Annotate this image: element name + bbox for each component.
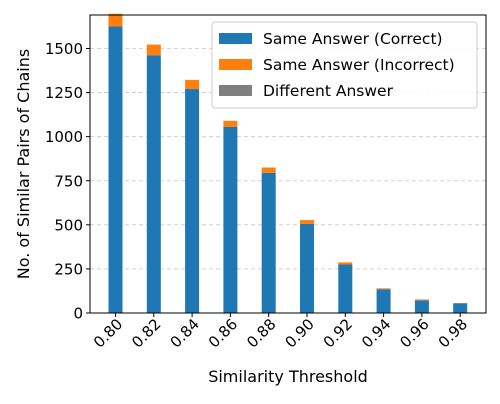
bar-segment-series-0-cat-3 [223,127,237,313]
y-tick-label: 750 [54,172,83,190]
bar-segment-series-1-cat-6 [338,262,352,264]
y-axis: 0 250 500 750 1000 1250 1500 [45,40,90,322]
x-tick-label: 0.86 [205,315,241,351]
x-tick-label: 0.88 [243,315,279,351]
bar-segment-series-1-cat-4 [262,168,276,173]
x-tick-label: 0.96 [396,315,432,351]
y-axis-label: No. of Similar Pairs of Chains [14,49,33,279]
bar-segment-series-0-cat-5 [300,224,314,313]
bar-segment-series-1-cat-1 [147,45,161,56]
bar-segment-series-0-cat-6 [338,265,352,313]
bar-segment-series-0-cat-4 [262,173,276,313]
y-tick-label: 0 [73,305,83,323]
bar-segment-series-1-cat-5 [300,220,314,224]
y-tick-label: 1500 [45,40,83,58]
y-tick-label: 1250 [45,84,83,102]
bar-segment-series-0-cat-2 [185,89,199,313]
y-tick-label: 1000 [45,128,83,146]
x-tick-label: 0.92 [320,315,356,351]
bar-segment-series-0-cat-1 [147,55,161,313]
bar-segment-series-0-cat-7 [377,289,391,313]
legend-label: Different Answer [263,82,394,100]
x-tick-label: 0.90 [281,315,317,351]
bar-segment-series-0-cat-9 [453,303,467,313]
x-tick-label: 0.82 [128,315,164,351]
x-axis-label: Similarity Threshold [208,367,368,386]
legend-swatch [219,85,252,96]
legend-label: Same Answer (Incorrect) [263,56,455,74]
x-tick-label: 0.80 [90,315,126,351]
bar-segment-series-0-cat-8 [415,300,429,313]
bar-segment-series-1-cat-8 [415,299,429,300]
x-tick-label: 0.84 [167,315,203,351]
bar-segment-series-1-cat-3 [223,121,237,127]
bar-segment-series-1-cat-0 [109,14,123,27]
y-tick-label: 250 [54,260,83,278]
x-tick-label: 0.98 [435,315,471,351]
y-tick-label: 500 [54,216,83,234]
legend: Same Answer (Correct) Same Answer (Incorr… [212,22,477,108]
x-tick-label: 0.94 [358,315,394,351]
bar-segment-series-1-cat-2 [185,80,199,89]
legend-swatch [219,59,252,70]
bar-segment-series-1-cat-7 [377,288,391,289]
legend-label: Same Answer (Correct) [263,30,443,48]
legend-swatch [219,33,252,44]
bar-segment-series-0-cat-0 [109,26,123,313]
